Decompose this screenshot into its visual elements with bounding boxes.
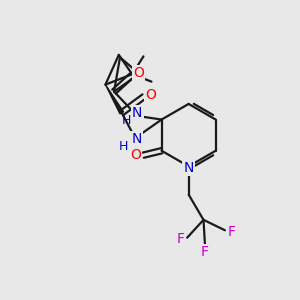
Text: N: N <box>131 132 142 146</box>
Text: O: O <box>145 88 156 102</box>
Text: F: F <box>177 232 184 246</box>
Text: N: N <box>184 161 194 175</box>
Text: F: F <box>201 245 209 259</box>
Text: O: O <box>133 66 144 80</box>
Text: H: H <box>121 114 130 127</box>
Polygon shape <box>105 85 124 114</box>
Text: H: H <box>119 140 128 153</box>
Text: O: O <box>130 148 141 162</box>
Text: F: F <box>227 225 236 239</box>
Text: N: N <box>132 106 142 120</box>
